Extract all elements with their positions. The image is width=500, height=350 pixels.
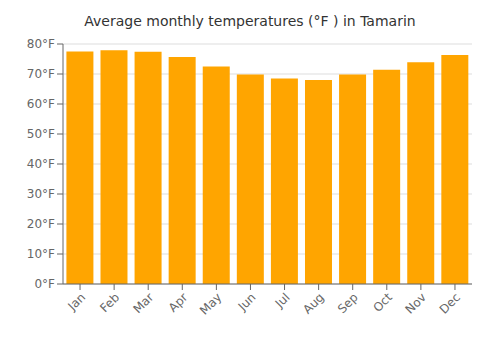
svg-text:May: May: [197, 290, 224, 317]
svg-text:70°F: 70°F: [27, 67, 55, 81]
svg-text:Aug: Aug: [300, 290, 326, 316]
svg-text:Jun: Jun: [235, 290, 259, 314]
svg-text:20°F: 20°F: [27, 217, 55, 231]
svg-text:40°F: 40°F: [27, 157, 55, 171]
svg-text:0°F: 0°F: [34, 277, 55, 291]
svg-text:50°F: 50°F: [27, 127, 55, 141]
svg-text:Apr: Apr: [166, 290, 191, 315]
svg-text:30°F: 30°F: [27, 187, 55, 201]
svg-text:10°F: 10°F: [27, 247, 55, 261]
svg-text:Nov: Nov: [403, 290, 429, 316]
svg-text:60°F: 60°F: [27, 97, 55, 111]
svg-text:Sep: Sep: [335, 290, 361, 316]
svg-text:Oct: Oct: [370, 290, 395, 315]
svg-text:Jan: Jan: [64, 290, 88, 314]
svg-text:Jul: Jul: [272, 290, 293, 311]
svg-text:Feb: Feb: [97, 290, 122, 315]
svg-text:80°F: 80°F: [27, 37, 55, 51]
svg-text:Dec: Dec: [437, 290, 463, 316]
html-text:Average monthly temperatures (: Average monthly temperatures (°F ) in Ta…: [84, 13, 416, 29]
svg-text:Mar: Mar: [130, 290, 156, 316]
